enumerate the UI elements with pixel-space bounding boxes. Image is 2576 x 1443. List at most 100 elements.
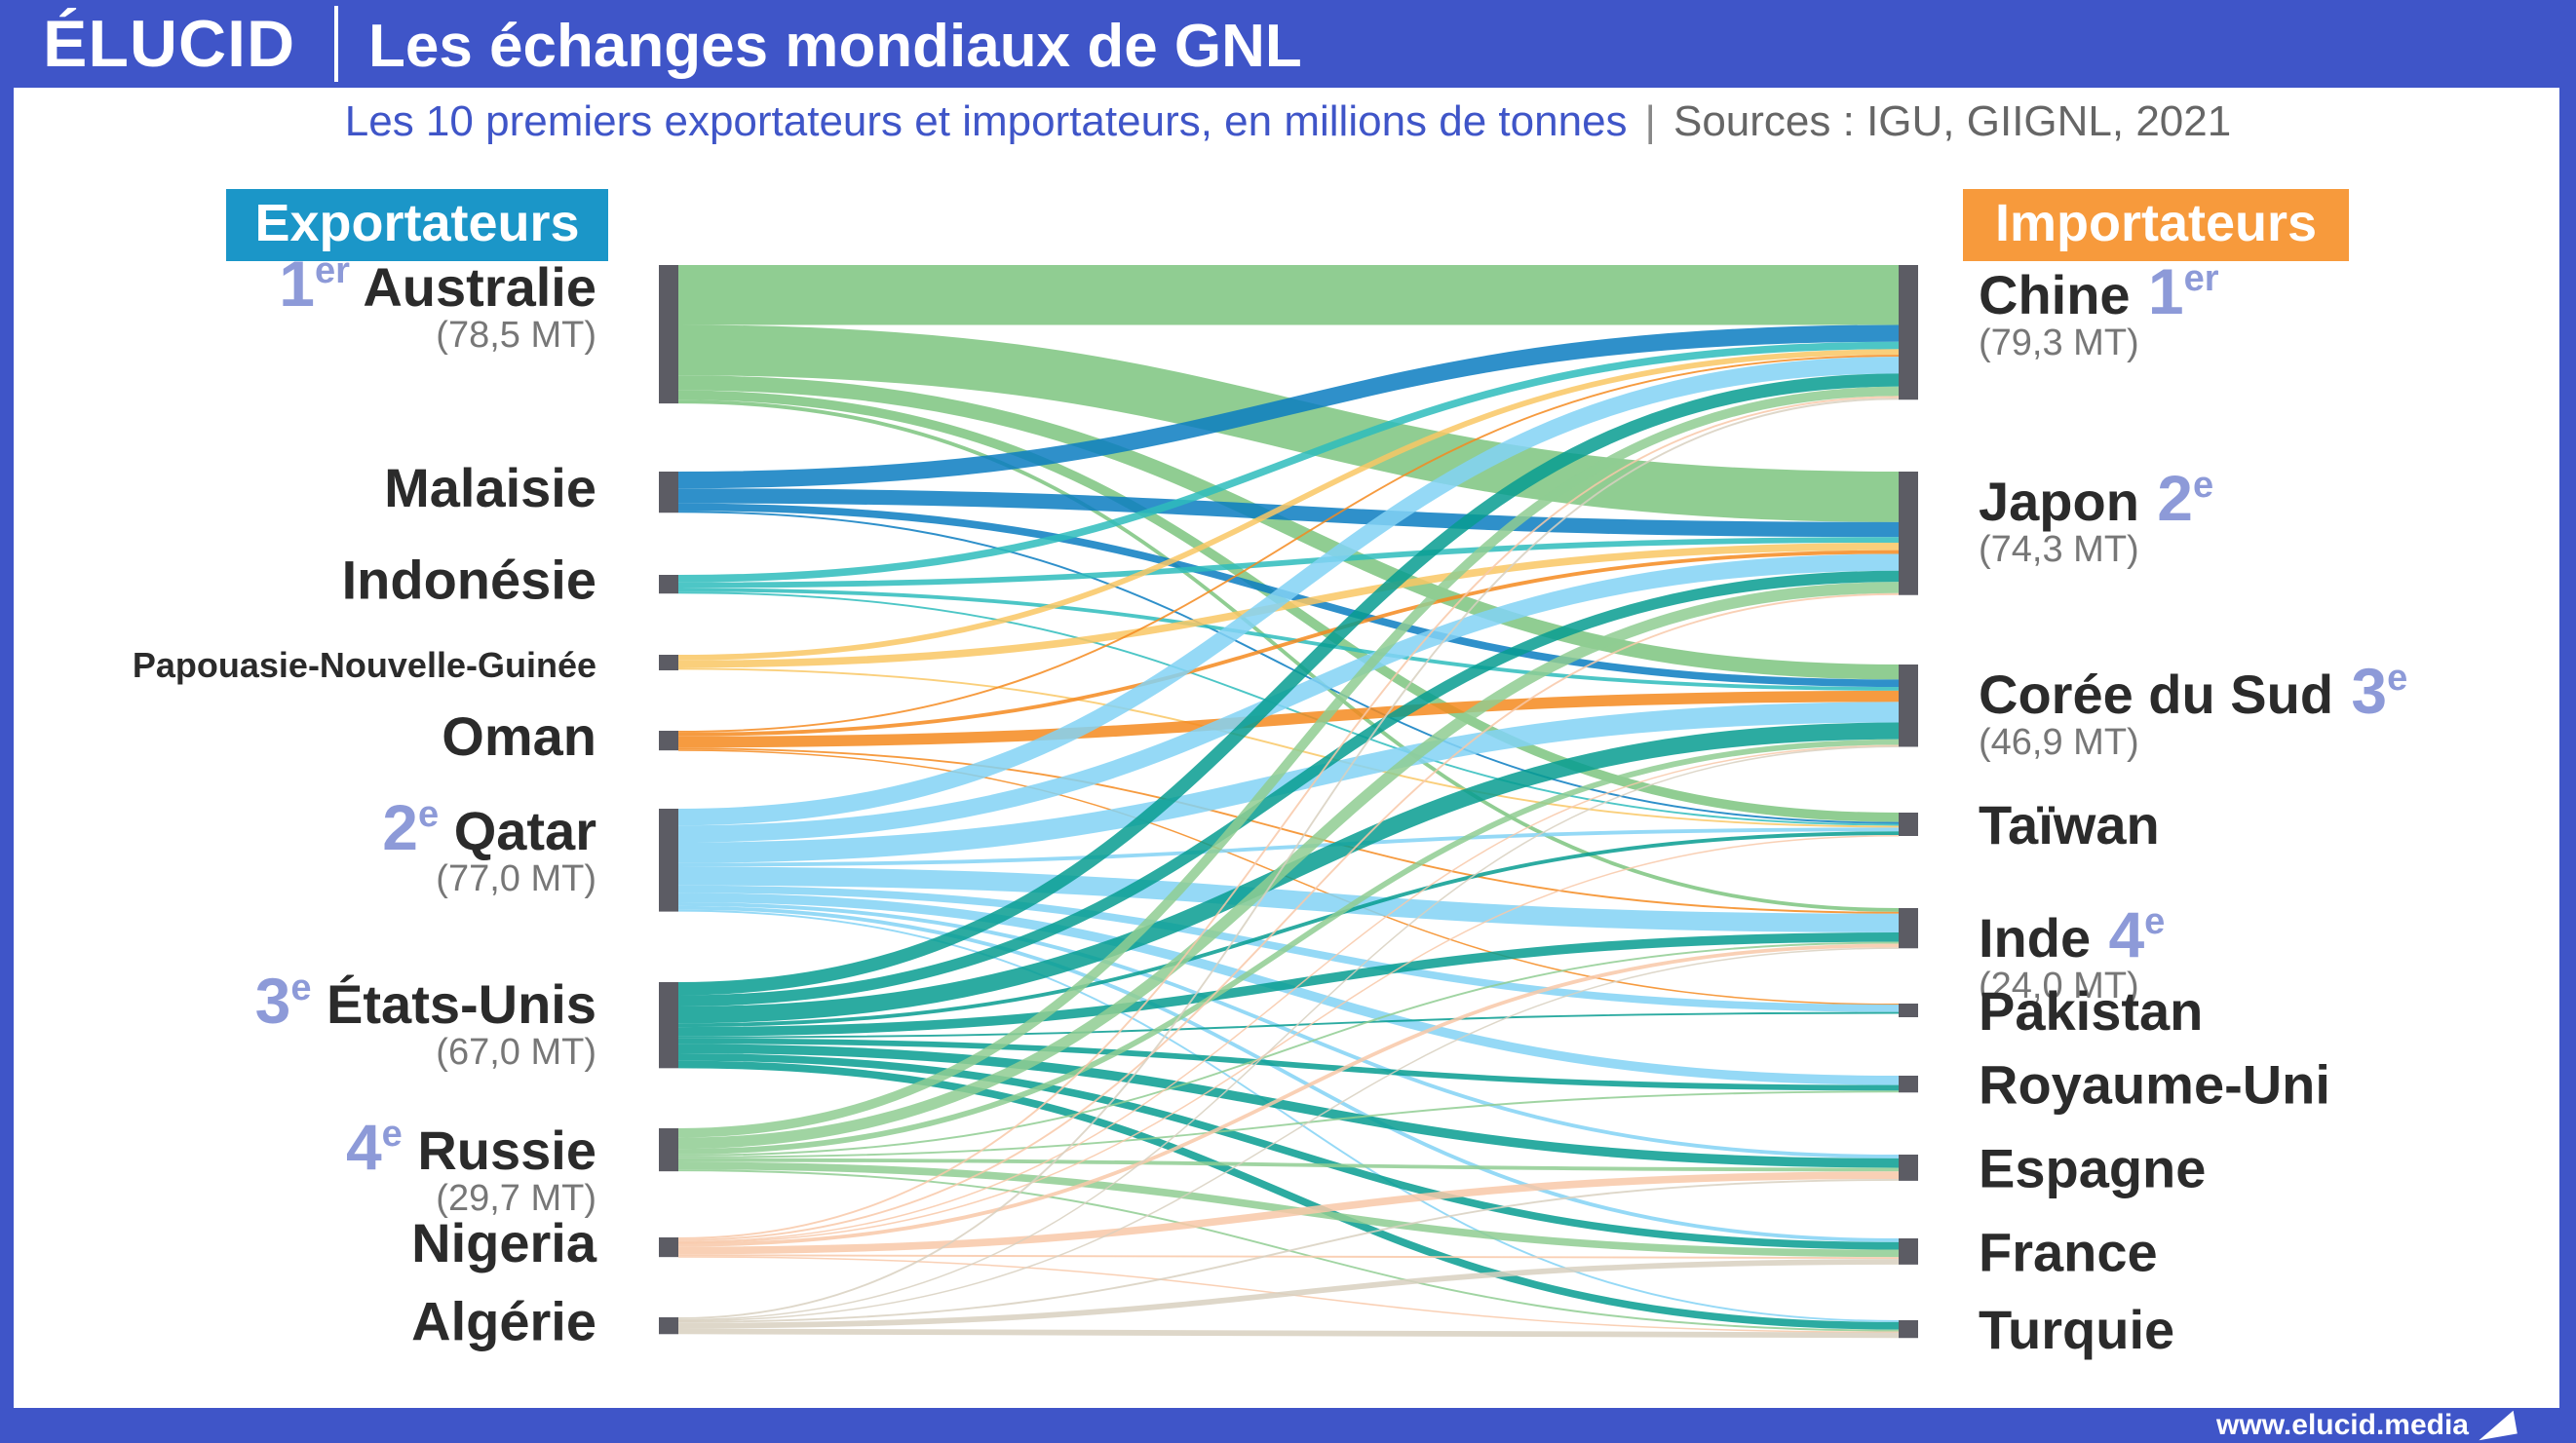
flow-link-alg-rie-to-france [677, 1259, 1900, 1329]
exporters-header-bg [226, 189, 608, 261]
exporter-label: 1er Australie [279, 247, 596, 320]
flow-link--tats-unis-to-pakistan [677, 1011, 1900, 1039]
importer-name: France [1979, 1221, 2158, 1282]
exporter-volume: (77,0 MT) [436, 858, 596, 899]
flow-link-nigeria-to-france [677, 1254, 1900, 1260]
flow-link-malaisie-to-ta-wan [677, 511, 1900, 824]
flow-link-australie-to-inde [677, 399, 1900, 912]
flow-link-australie-to-cor-e-du-sud [677, 375, 1900, 680]
subtitle-separator: | [1644, 97, 1656, 145]
importer-name: Japon [1979, 471, 2139, 532]
flow-link-qatar-to-espagne [677, 902, 1900, 1158]
exporter-node [659, 1317, 678, 1335]
exporter-label: Algérie [411, 1291, 596, 1352]
flow-link-russie-to-cor-e-du-sud [677, 739, 1900, 1155]
flow-link-indon-sie-to-chine [677, 341, 1900, 583]
flow-link-russie-to-chine [677, 386, 1900, 1138]
importer-rank: 2 [2139, 462, 2193, 534]
importer-label: Japon 2e [1979, 462, 2213, 534]
importer-node [1899, 1320, 1918, 1339]
exporter-node [659, 1237, 678, 1258]
importer-name: Inde [1979, 907, 2091, 968]
flow-labels: 1er Australie(78,5 MT) Malaisie Indonésie P… [133, 247, 2407, 1360]
exporter-node [659, 575, 678, 594]
exporter-volume: (67,0 MT) [436, 1032, 596, 1073]
exporter-node [659, 472, 678, 513]
importers-header: Importateurs [1963, 189, 2349, 261]
importer-label: Inde 4e [1979, 898, 2165, 970]
importer-rank-suffix: e [2144, 901, 2165, 942]
flow-link-nigeria-to-espagne [677, 1171, 1900, 1255]
flow-link-papouasie-nouvelle-guin-e-to-chine [677, 349, 1900, 661]
importer-rank-suffix: e [2387, 658, 2407, 699]
importer-node [1899, 1004, 1918, 1017]
exporter-node [659, 655, 678, 670]
elucid-mark-icon [2475, 1410, 2518, 1441]
flow-link-alg-rie-to-chine [677, 398, 1900, 1319]
flow-link-papouasie-nouvelle-guin-e-to-ta-wan [677, 667, 1900, 828]
flow-link--tats-unis-to-royaume-uni [677, 1038, 1900, 1091]
flow-link-russie-to-inde [677, 941, 1900, 1157]
subtitle: Les 10 premiers exportateurs et importat… [0, 97, 2576, 146]
importer-name: Taïwan [1979, 794, 2160, 855]
importer-label: Corée du Sud 3e [1979, 655, 2407, 727]
exporter-label: Indonésie [342, 550, 596, 611]
exporter-node [659, 731, 678, 751]
exporter-label: 4e Russie [346, 1111, 596, 1183]
exporter-name: Qatar [439, 800, 596, 861]
sankey-diagram: 1er Australie(78,5 MT) Malaisie Indonésie P… [133, 189, 2407, 1360]
flow-link-nigeria-to-ta-wan [677, 835, 1900, 1244]
exporter-label: Malaisie [384, 457, 596, 518]
page-title: Les échanges mondiaux de GNL [368, 13, 1302, 80]
flow-link-oman-to-cor-e-du-sud [677, 690, 1900, 748]
flow-link-indon-sie-to-cor-e-du-sud [677, 588, 1900, 691]
flow-link-indon-sie-to-japon [677, 537, 1900, 589]
flow-link-oman-to-chine [677, 355, 1900, 733]
flow-link-malaisie-to-japon [677, 488, 1900, 538]
importer-name: Royaume-Uni [1979, 1054, 2330, 1116]
exporter-volume: (29,7 MT) [436, 1178, 596, 1219]
importer-node [1899, 1238, 1918, 1265]
flow-link-alg-rie-to-cor-e-du-sud [677, 745, 1900, 1321]
importer-node [1899, 908, 1918, 949]
flow-link--tats-unis-to-turquie [677, 1060, 1900, 1330]
footer-url[interactable]: www.elucid.media [2216, 1409, 2469, 1441]
importer-node [1899, 472, 1918, 595]
flow-link-russie-to-japon [677, 582, 1900, 1150]
flow-link-alg-rie-to-espagne [677, 1178, 1900, 1323]
flow-link-alg-rie-to-inde [677, 947, 1900, 1322]
importers-header-bg [1963, 189, 2349, 261]
flow-link-russie-to-royaume-uni [677, 1090, 1900, 1158]
importer-node [1899, 265, 1918, 400]
exporters-header-label: Exportateurs [254, 194, 579, 252]
importer-name: Corée du Sud [1979, 664, 2333, 725]
importer-label: France [1979, 1221, 2158, 1282]
importer-volume: (46,9 MT) [1979, 722, 2139, 763]
importer-node [1899, 1155, 1918, 1181]
importer-rank: 1 [2131, 255, 2184, 327]
flow-link-qatar-to-turquie [677, 909, 1900, 1322]
importers-header-label: Importateurs [1995, 194, 2317, 252]
flow-link-qatar-to-japon [677, 553, 1900, 843]
exporter-rank-suffix: e [290, 968, 311, 1008]
elucid-logo[interactable]: ÉLUCID [43, 7, 296, 81]
header-divider [334, 6, 338, 82]
exporter-rank: 3 [255, 965, 291, 1037]
flow-link-nigeria-to-japon [677, 592, 1900, 1241]
importer-rank-suffix: e [2193, 465, 2213, 506]
exporter-label: Papouasie-Nouvelle-Guinée [133, 645, 596, 685]
importer-name: Pakistan [1979, 980, 2203, 1042]
importer-label: Taïwan [1979, 794, 2160, 855]
flow-link-nigeria-to-chine [677, 396, 1900, 1239]
flow-link-papouasie-nouvelle-guin-e-to-japon [677, 542, 1900, 668]
importer-volume: (24,0 MT) [1979, 966, 2139, 1006]
exporter-node [659, 982, 678, 1069]
flow-link-oman-to-japon [677, 550, 1900, 737]
importer-node [1899, 813, 1918, 836]
flow-link-nigeria-to-cor-e-du-sud [677, 744, 1900, 1243]
exporter-node [659, 809, 678, 912]
exporters-header: Exportateurs [226, 189, 608, 261]
exporter-name: États-Unis [312, 973, 597, 1035]
sources-text: Sources : IGU, GIIGNL, 2021 [1672, 97, 2232, 145]
exporter-label: 3e États-Unis [255, 965, 596, 1037]
